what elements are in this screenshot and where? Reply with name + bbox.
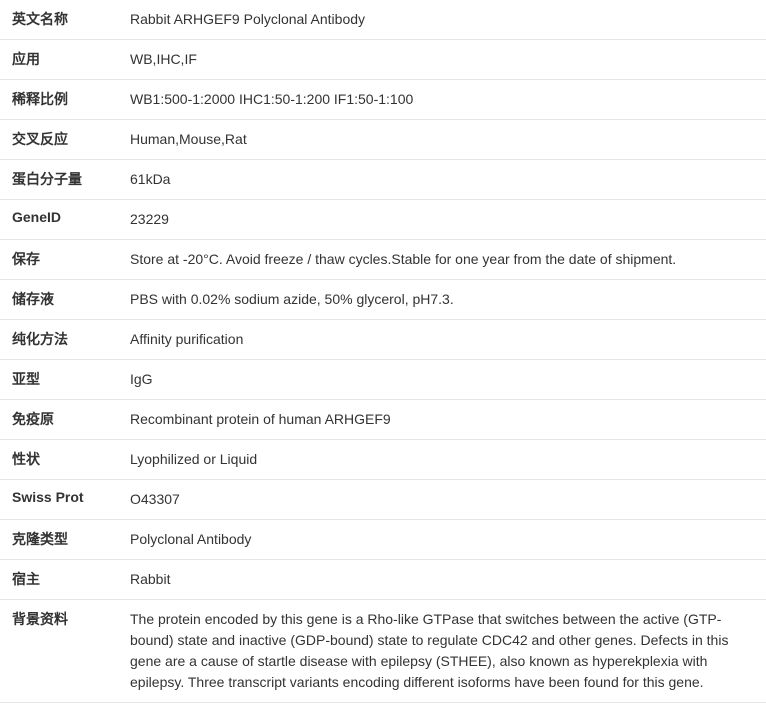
spec-tbody: 英文名称 Rabbit ARHGEF9 Polyclonal Antibody … — [0, 0, 766, 703]
spec-label: 宿主 — [0, 560, 120, 600]
spec-value: Store at -20°C. Avoid freeze / thaw cycl… — [120, 240, 766, 280]
spec-value: WB,IHC,IF — [120, 40, 766, 80]
table-row: 交叉反应 Human,Mouse,Rat — [0, 120, 766, 160]
spec-label: 应用 — [0, 40, 120, 80]
spec-value: 23229 — [120, 200, 766, 240]
spec-label: Swiss Prot — [0, 480, 120, 520]
spec-value: 61kDa — [120, 160, 766, 200]
spec-value: Polyclonal Antibody — [120, 520, 766, 560]
spec-label: 性状 — [0, 440, 120, 480]
table-row: 英文名称 Rabbit ARHGEF9 Polyclonal Antibody — [0, 0, 766, 40]
spec-label: 蛋白分子量 — [0, 160, 120, 200]
spec-value: IgG — [120, 360, 766, 400]
spec-label: 背景资料 — [0, 600, 120, 703]
table-row: 纯化方法 Affinity purification — [0, 320, 766, 360]
spec-label: 亚型 — [0, 360, 120, 400]
table-row: 稀释比例 WB1:500-1:2000 IHC1:50-1:200 IF1:50… — [0, 80, 766, 120]
table-row: 应用 WB,IHC,IF — [0, 40, 766, 80]
spec-label: 克隆类型 — [0, 520, 120, 560]
spec-value: Recombinant protein of human ARHGEF9 — [120, 400, 766, 440]
spec-label: 稀释比例 — [0, 80, 120, 120]
spec-value: Rabbit — [120, 560, 766, 600]
spec-label: 英文名称 — [0, 0, 120, 40]
spec-label: 保存 — [0, 240, 120, 280]
table-row: 蛋白分子量 61kDa — [0, 160, 766, 200]
spec-value: Lyophilized or Liquid — [120, 440, 766, 480]
table-row: 保存 Store at -20°C. Avoid freeze / thaw c… — [0, 240, 766, 280]
spec-value: Affinity purification — [120, 320, 766, 360]
spec-value: WB1:500-1:2000 IHC1:50-1:200 IF1:50-1:10… — [120, 80, 766, 120]
spec-value: PBS with 0.02% sodium azide, 50% glycero… — [120, 280, 766, 320]
table-row: 性状 Lyophilized or Liquid — [0, 440, 766, 480]
spec-label: 交叉反应 — [0, 120, 120, 160]
spec-label: 储存液 — [0, 280, 120, 320]
table-row: 亚型 IgG — [0, 360, 766, 400]
spec-value: The protein encoded by this gene is a Rh… — [120, 600, 766, 703]
table-row: Swiss Prot O43307 — [0, 480, 766, 520]
spec-label: 免疫原 — [0, 400, 120, 440]
spec-value: Human,Mouse,Rat — [120, 120, 766, 160]
table-row: 背景资料 The protein encoded by this gene is… — [0, 600, 766, 703]
spec-value: Rabbit ARHGEF9 Polyclonal Antibody — [120, 0, 766, 40]
table-row: 免疫原 Recombinant protein of human ARHGEF9 — [0, 400, 766, 440]
spec-label: GeneID — [0, 200, 120, 240]
table-row: 储存液 PBS with 0.02% sodium azide, 50% gly… — [0, 280, 766, 320]
table-row: GeneID 23229 — [0, 200, 766, 240]
spec-value: O43307 — [120, 480, 766, 520]
table-row: 宿主 Rabbit — [0, 560, 766, 600]
spec-label: 纯化方法 — [0, 320, 120, 360]
product-spec-table: 英文名称 Rabbit ARHGEF9 Polyclonal Antibody … — [0, 0, 766, 703]
table-row: 克隆类型 Polyclonal Antibody — [0, 520, 766, 560]
